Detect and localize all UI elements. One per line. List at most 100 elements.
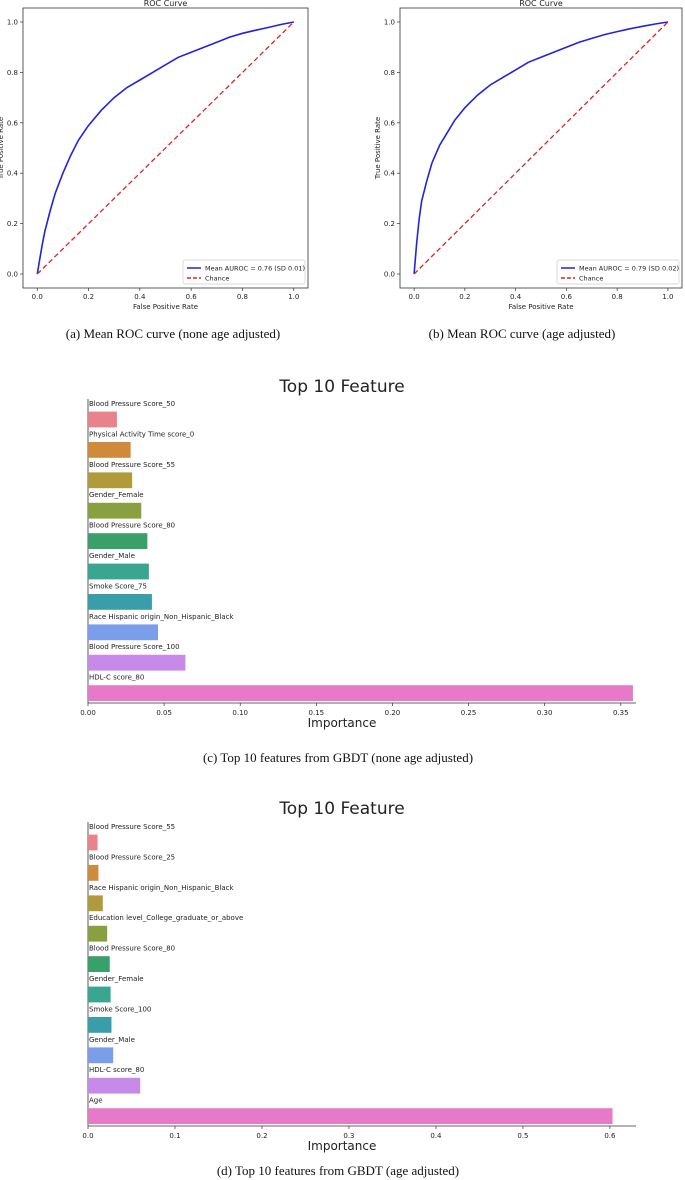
bar-label: HDL-C score_80 — [89, 674, 144, 682]
y-tick-label: 0.4 — [7, 170, 19, 178]
y-tick-label: 0.2 — [384, 220, 395, 228]
y-tick-label: 0.6 — [384, 119, 396, 127]
bar-label: Blood Pressure Score_25 — [89, 853, 175, 861]
bar-label: Age — [89, 1097, 103, 1105]
x-tick-label: 0.4 — [510, 293, 522, 301]
x-tick-label: 0.35 — [613, 709, 629, 717]
x-tick-label: 0.4 — [134, 293, 146, 301]
bar-label: Smoke Score_100 — [89, 1005, 151, 1013]
bar-label: Blood Pressure Score_55 — [89, 823, 175, 831]
y-tick-label: 0.8 — [7, 69, 18, 77]
bar — [88, 593, 152, 610]
x-tick-label: 1.0 — [288, 293, 299, 301]
legend-box — [556, 259, 680, 285]
x-tick-label: 0.8 — [237, 293, 248, 301]
feature-chart-d: Top 10 Feature Blood Pressure Score_55 Blo… — [82, 799, 636, 1153]
y-tick-label: 1.0 — [384, 19, 395, 27]
bar — [88, 986, 111, 1003]
x-tick-label: 0.25 — [461, 709, 477, 717]
chart-title: Top 10 Feature — [278, 799, 404, 819]
legend-box — [182, 259, 306, 285]
y-tick-label: 0.0 — [7, 271, 18, 279]
legend-label: Mean AUROC = 0.79 (SD 0.02) — [579, 265, 679, 273]
x-axis-label: Importance — [308, 716, 377, 730]
y-tick-label: 0.8 — [384, 69, 395, 77]
x-tick-label: 0.10 — [232, 709, 248, 717]
bar — [88, 563, 149, 580]
y-tick-label: 0.4 — [384, 170, 396, 178]
bar — [88, 925, 108, 942]
roc-curve-line — [413, 21, 669, 275]
bar — [88, 472, 133, 489]
bar — [88, 533, 148, 549]
x-tick-label: 0.00 — [80, 709, 96, 717]
plot-frame — [399, 7, 683, 289]
bar-label: Blood Pressure Score_100 — [89, 643, 180, 651]
x-tick-label: 0.20 — [385, 709, 401, 717]
chance-line — [36, 21, 295, 275]
bar — [88, 411, 117, 428]
y-tick-label: 0.0 — [384, 271, 395, 279]
bar-label: Education level_College_graduate_or_abov… — [89, 914, 243, 922]
y-tick-label: 0.6 — [7, 119, 19, 127]
bar-label: HDL-C score_80 — [89, 1066, 144, 1074]
x-tick-label: 0.8 — [612, 293, 623, 301]
bar-label: Physical Activity Time score_0 — [89, 430, 194, 438]
x-tick-label: 0.4 — [430, 1132, 442, 1140]
bar — [88, 502, 142, 519]
legend-label: Mean AUROC = 0.76 (SD 0.01) — [205, 265, 305, 273]
bar-label: Blood Pressure Score_55 — [89, 461, 175, 469]
bar — [88, 654, 186, 671]
bar — [88, 441, 131, 458]
x-tick-label: 0.6 — [186, 293, 198, 301]
bar-label: Gender_Female — [89, 975, 144, 983]
caption-a: (a) Mean ROC curve (none age adjusted) — [66, 326, 280, 341]
x-tick-label: 0.30 — [537, 709, 553, 717]
roc-chart-a: ROC Curve 0.0 0.2 0.4 0.6 0.8 1.0 0.0 0.2 0.4 0.6 0… — [0, 0, 309, 311]
bar — [88, 895, 103, 912]
chance-line — [413, 21, 669, 275]
x-tick-label: 0.0 — [409, 293, 420, 301]
x-tick-label: 0.3 — [343, 1132, 354, 1140]
bar-label: Blood Pressure Score_80 — [89, 522, 175, 530]
y-axis-label: True Positive Rate — [374, 117, 382, 180]
x-tick-label: 0.0 — [32, 293, 43, 301]
bar-label: Gender_Male — [89, 1036, 135, 1044]
x-tick-label: 0.0 — [82, 1132, 93, 1140]
bar-label: Blood Pressure Score_50 — [89, 400, 175, 408]
x-axis-label: Importance — [308, 1139, 377, 1153]
bar-label: Gender_Male — [89, 552, 135, 560]
x-tick-label: 0.15 — [309, 709, 325, 717]
bar — [88, 1016, 112, 1033]
x-tick-label: 0.6 — [604, 1132, 616, 1140]
chart-title: Top 10 Feature — [278, 377, 404, 397]
chart-title: ROC Curve — [519, 0, 563, 8]
x-tick-label: 1.0 — [662, 293, 673, 301]
bar — [88, 864, 99, 881]
bar — [88, 624, 159, 641]
bar — [88, 1108, 613, 1124]
roc-curve-line — [36, 21, 294, 275]
caption-b: (b) Mean ROC curve (age adjusted) — [429, 326, 616, 341]
plot-frame — [22, 7, 309, 289]
y-tick-label: 0.2 — [7, 220, 18, 228]
x-tick-label: 0.1 — [169, 1132, 180, 1140]
y-tick-label: 1.0 — [7, 19, 18, 27]
bar-label: Smoke Score_75 — [89, 582, 147, 590]
y-axis-label: True Positive Rate — [0, 117, 5, 180]
chart-title: ROC Curve — [144, 0, 188, 8]
x-tick-label: 0.05 — [156, 709, 172, 717]
bar — [88, 1077, 141, 1094]
x-tick-label: 0.2 — [83, 293, 94, 301]
x-axis-label: False Positive Rate — [133, 303, 198, 311]
bar-label: Race Hispanic origin_Non_Hispanic_Black — [89, 884, 235, 892]
x-axis-label: False Positive Rate — [508, 303, 573, 311]
bar — [88, 956, 110, 972]
bar — [88, 1047, 114, 1064]
bar-label: Gender_Female — [89, 491, 144, 499]
bar — [88, 685, 633, 701]
legend-label: Chance — [205, 275, 229, 283]
feature-chart-c: Top 10 Feature Blood Pressure Score_50 Phy… — [80, 377, 636, 730]
bar — [88, 834, 98, 851]
